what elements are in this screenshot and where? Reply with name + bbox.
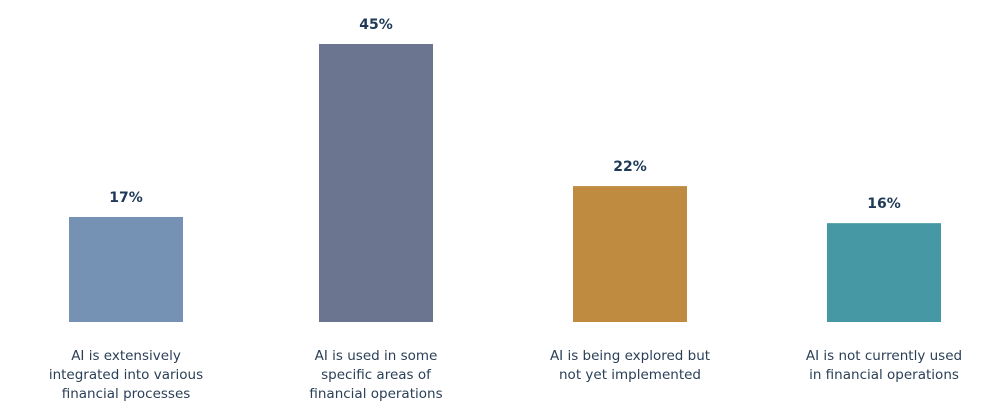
category-label-1: AI is extensively integrated into various…	[26, 347, 226, 404]
data-label-1: 17%	[109, 190, 143, 206]
bar-2	[319, 44, 433, 322]
category-label-line: specific areas of	[321, 367, 431, 383]
category-label-2: AI is used in some specific areas of finan…	[276, 347, 476, 404]
category-label-line: AI is used in some	[314, 348, 438, 364]
data-label-3: 22%	[613, 159, 647, 175]
category-label-line: financial operations	[309, 386, 443, 402]
data-label-4: 16%	[867, 196, 901, 212]
bar-4	[827, 223, 941, 322]
category-label-line: in financial operations	[809, 367, 959, 383]
category-label-line: AI is being explored but	[549, 348, 711, 364]
category-label-4: AI is not currently used in financial ope…	[784, 347, 982, 385]
category-label-line: AI is not currently used	[805, 348, 963, 364]
category-label-line: AI is extensively	[71, 348, 181, 364]
category-label-3: AI is being explored but not yet implemen…	[530, 347, 730, 385]
data-label-2: 45%	[359, 17, 393, 33]
category-label-line: integrated into various	[48, 367, 204, 383]
bar-3	[573, 186, 687, 322]
category-label-line: financial processes	[61, 386, 191, 402]
bar-1	[69, 216, 183, 322]
category-label-line: not yet implemented	[559, 367, 701, 383]
